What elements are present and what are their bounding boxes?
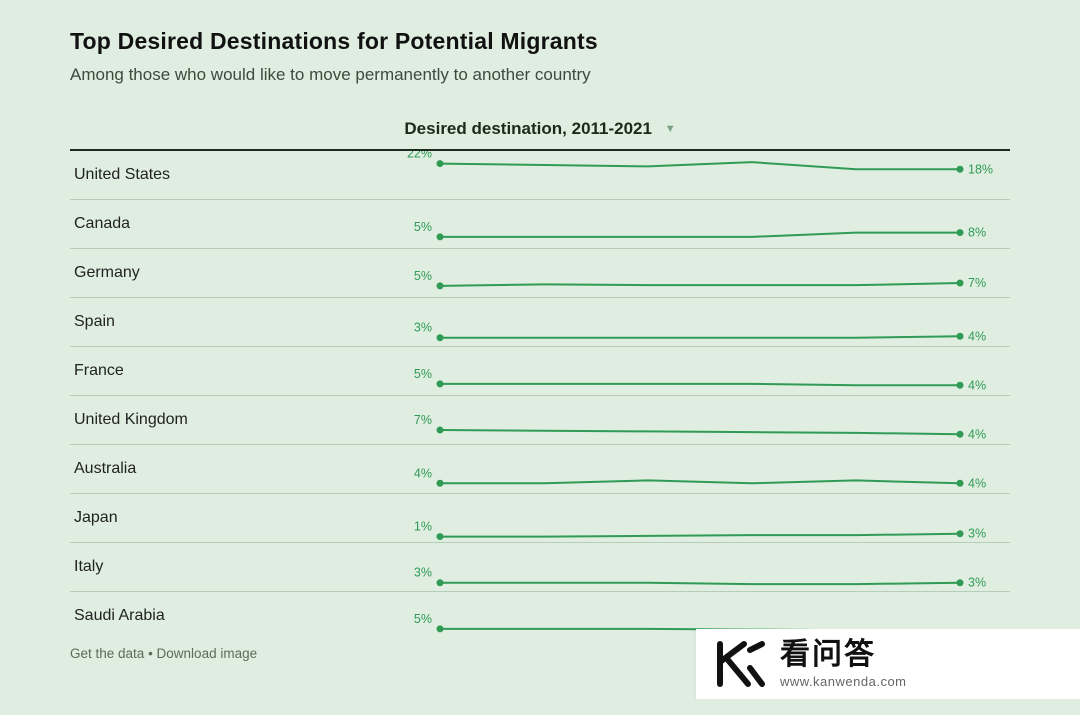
end-value-label: 18% (968, 162, 993, 176)
start-value-label: 5% (414, 367, 432, 381)
end-value-label: 4% (968, 378, 986, 392)
sparkline: 22% 18% (390, 151, 1010, 199)
watermark-text: 看问答 (780, 640, 907, 670)
country-label: Canada (70, 200, 390, 249)
end-value-label: 3% (968, 527, 986, 541)
country-label: Germany (70, 249, 390, 298)
sparkline-cell: 1% 3% (390, 494, 1010, 543)
table-row: France 5% 4% (70, 347, 1010, 396)
end-value-label: 3% (968, 576, 986, 590)
column-header-label: Desired destination, 2011-2021 (404, 119, 652, 138)
sparkline: 5% 4% (390, 347, 1010, 395)
start-value-label: 1% (414, 520, 432, 534)
watermark-url: www.kanwenda.com (780, 674, 907, 689)
sparkline: 7% 4% (390, 396, 1010, 444)
destinations-table: United States 22% 18% Canada 5% 8% Germany 5% 7%… (70, 151, 1010, 640)
start-value-label: 22% (407, 151, 432, 161)
sparkline: 4% 4% (390, 445, 1010, 493)
column-header[interactable]: Desired destination, 2011-2021 ▼ (70, 119, 1010, 149)
end-value-label: 4% (968, 476, 986, 490)
download-image-link[interactable]: Download image (157, 646, 258, 661)
sparkline: 5% 7% (390, 249, 1010, 297)
sparkline-cell: 5% 8% (390, 200, 1010, 249)
start-value-label: 4% (414, 466, 432, 480)
sparkline: 5% 8% (390, 200, 1010, 248)
sparkline-cell: 3% 4% (390, 298, 1010, 347)
watermark-logo-icon (710, 636, 766, 692)
table-row: Japan 1% 3% (70, 494, 1010, 543)
sparkline-cell: 5% 4% (390, 347, 1010, 396)
table-row: Spain 3% 4% (70, 298, 1010, 347)
watermark: 看问答 www.kanwenda.com (696, 629, 1080, 699)
table-row: Germany 5% 7% (70, 249, 1010, 298)
sparkline-cell: 22% 18% (390, 151, 1010, 200)
start-value-label: 5% (414, 269, 432, 283)
chart-title: Top Desired Destinations for Potential M… (70, 28, 1010, 55)
country-label: Saudi Arabia (70, 592, 390, 641)
get-data-link[interactable]: Get the data (70, 646, 144, 661)
table-row: Italy 3% 3% (70, 543, 1010, 592)
table-row: United Kingdom 7% 4% (70, 396, 1010, 445)
start-value-label: 3% (414, 566, 432, 580)
country-label: Japan (70, 494, 390, 543)
start-value-label: 5% (414, 612, 432, 626)
start-value-label: 7% (414, 413, 432, 427)
country-label: United Kingdom (70, 396, 390, 445)
sparkline-cell: 7% 4% (390, 396, 1010, 445)
table-row: United States 22% 18% (70, 151, 1010, 200)
end-value-label: 8% (968, 226, 986, 240)
start-value-label: 3% (414, 321, 432, 335)
sparkline: 3% 4% (390, 298, 1010, 346)
country-label: Italy (70, 543, 390, 592)
footer-sep: • (144, 646, 156, 661)
sparkline-cell: 4% 4% (390, 445, 1010, 494)
table-row: Canada 5% 8% (70, 200, 1010, 249)
sparkline-cell: 5% 7% (390, 249, 1010, 298)
country-label: United States (70, 151, 390, 200)
chart-subtitle: Among those who would like to move perma… (70, 65, 1010, 85)
country-label: Spain (70, 298, 390, 347)
country-label: Australia (70, 445, 390, 494)
sort-icon: ▼ (665, 123, 676, 135)
end-value-label: 4% (968, 329, 986, 343)
table-row: Australia 4% 4% (70, 445, 1010, 494)
sparkline-cell: 3% 3% (390, 543, 1010, 592)
country-label: France (70, 347, 390, 396)
end-value-label: 4% (968, 427, 986, 441)
end-value-label: 7% (968, 276, 986, 290)
start-value-label: 5% (414, 220, 432, 234)
sparkline: 3% 3% (390, 543, 1010, 591)
sparkline: 1% 3% (390, 494, 1010, 542)
